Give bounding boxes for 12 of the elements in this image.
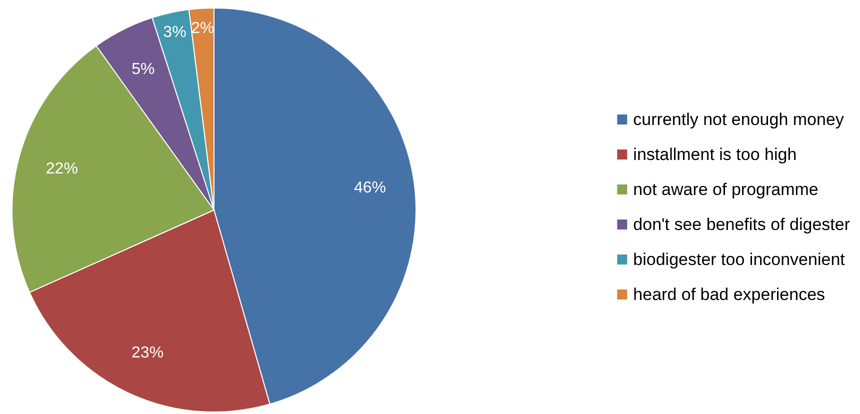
data-label: 2%: [191, 20, 214, 38]
legend-label: biodigester too inconvenient: [633, 250, 846, 269]
legend-label: not aware of programme: [633, 180, 818, 199]
legend-label: don't see benefits of digester: [633, 215, 850, 234]
data-label: 3%: [163, 24, 186, 41]
data-label: 23%: [132, 344, 164, 362]
legend-label: installment is too high: [633, 145, 797, 164]
legend-label: currently not enough money: [633, 110, 844, 129]
legend-label: heard of bad experiences: [633, 285, 826, 304]
data-label: 22%: [46, 160, 78, 178]
data-label: 46%: [354, 180, 386, 197]
data-label: 5%: [132, 60, 155, 78]
